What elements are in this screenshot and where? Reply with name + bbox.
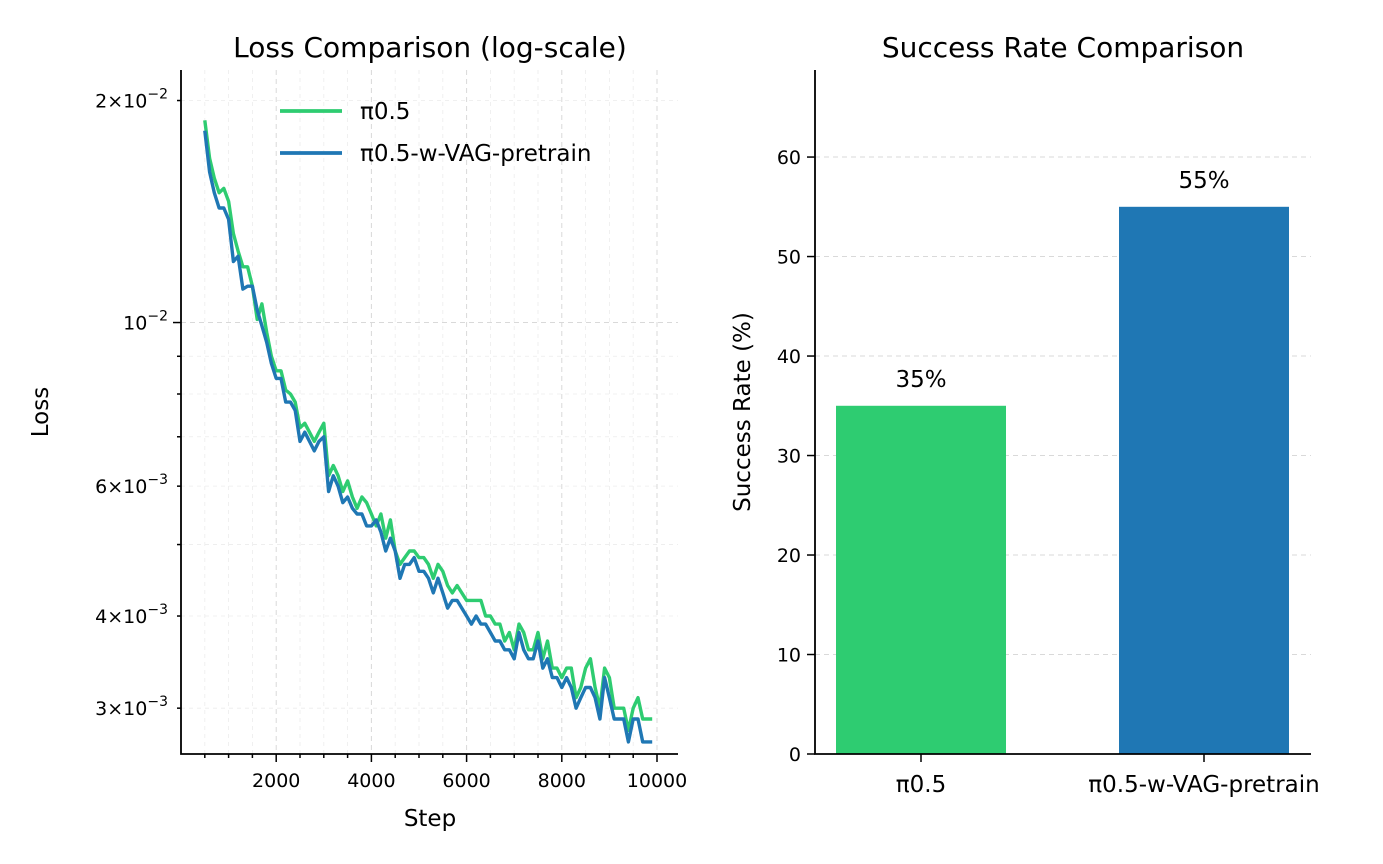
- y-tick-label: 6×10−3: [95, 472, 168, 498]
- category-label-1: π0.5: [896, 772, 946, 798]
- loss-series-line-1: [203, 120, 653, 732]
- y-tick-label: 40: [777, 346, 801, 368]
- x-tick-label: 10000: [627, 770, 687, 792]
- success-chart-title: Success Rate Comparison: [882, 31, 1244, 64]
- x-tick-label: 6000: [442, 770, 490, 792]
- category-label-2: π0.5-w-VAG-pretrain: [1088, 772, 1319, 798]
- loss-chart-legend: π0.5 π0.5-w-VAG-pretrain: [280, 99, 591, 167]
- x-tick-label: 8000: [538, 770, 586, 792]
- y-tick-label: 20: [777, 545, 801, 567]
- loss-chart-x-ticks: 2000 4000 6000 8000 10000: [204, 754, 687, 792]
- success-bar-chart: 35% 55% 0 10 20 30 40 50 60 π0.5 π0.5-w-VAG-pret…: [730, 31, 1320, 798]
- bar-value-label-1: 35%: [895, 367, 946, 393]
- success-chart-bars: 35% 55%: [836, 168, 1289, 755]
- y-tick-label: 4×10−3: [95, 602, 168, 628]
- bar-value-label-2: 55%: [1178, 168, 1229, 194]
- x-tick-label: 2000: [252, 770, 300, 792]
- y-tick-label: 30: [777, 446, 801, 468]
- loss-series-line-2: [203, 130, 653, 744]
- y-tick-label: 10−2: [123, 309, 168, 335]
- loss-chart-grid: [181, 70, 678, 754]
- x-tick-label: 4000: [347, 770, 395, 792]
- loss-chart-ylabel: Loss: [28, 387, 54, 437]
- loss-chart-y-ticks: 2×10−2 10−2 6×10−3 4×10−3 3×10−3: [95, 87, 181, 720]
- y-tick-label: 3×10−3: [95, 694, 168, 720]
- loss-line-chart: 2000 4000 6000 8000 10000 2×10−2 10−2 6×10−3 4×…: [28, 31, 687, 832]
- loss-chart-axes: [180, 70, 678, 755]
- loss-chart-xlabel: Step: [404, 806, 456, 832]
- y-tick-label: 0: [789, 744, 801, 766]
- y-tick-label: 2×10−2: [95, 87, 168, 113]
- loss-chart-series: [203, 120, 653, 744]
- y-tick-label: 10: [777, 645, 801, 667]
- legend-label-2: π0.5-w-VAG-pretrain: [360, 141, 591, 167]
- y-tick-label: 60: [777, 147, 801, 169]
- success-chart-y-ticks: 0 10 20 30 40 50 60: [777, 147, 815, 766]
- legend-label-1: π0.5: [360, 99, 410, 125]
- bar-1: [836, 405, 1006, 754]
- loss-chart-title: Loss Comparison (log-scale): [233, 31, 627, 64]
- y-tick-label: 50: [777, 247, 801, 269]
- success-chart-ylabel: Success Rate (%): [730, 312, 756, 512]
- success-chart-x-ticks: π0.5 π0.5-w-VAG-pretrain: [896, 754, 1320, 798]
- bar-2: [1119, 206, 1289, 755]
